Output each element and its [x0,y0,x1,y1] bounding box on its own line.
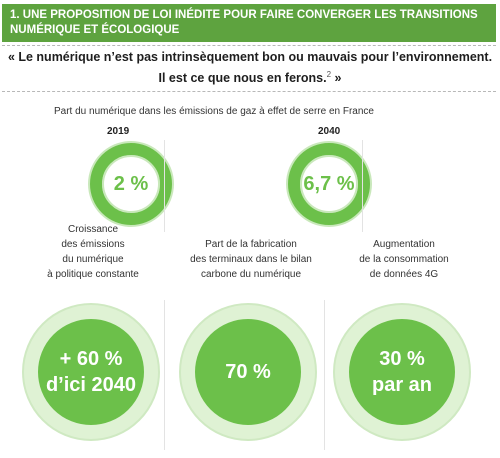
desc-line: Augmentation [373,239,435,250]
emissions-2019-ring: 2 % [90,143,172,225]
emissions-2019-value: 2 % [113,172,149,195]
stat-manufacturing-circle: 70 % [181,305,315,439]
separator-3 [164,300,165,450]
year-2040-label: 2040 [318,126,341,137]
stat-manufacturing-description: Part de la fabrication des terminaux dan… [172,237,330,282]
desc-line: des émissions [61,239,125,250]
quote-line2-text: Il est ce que nous en ferons. [158,71,327,86]
desc-line: Croissance [67,224,119,235]
separator-2 [362,140,363,232]
divider-bottom [2,91,496,92]
section-title-line1: 1. UNE PROPOSITION DE LOI INÉDITE POUR F… [10,9,478,21]
quote-line2: Il est ce que nous en ferons.2 » [0,66,500,87]
quote-block: « Le numérique n’est pas intrinsèquement… [0,48,500,87]
desc-line: carbone du numérique [200,269,302,280]
section-header: 1. UNE PROPOSITION DE LOI INÉDITE POUR F… [2,4,496,42]
desc-line: de la consommation [359,254,449,265]
emissions-2040-value: 6,7 % [303,172,355,195]
value-line: + 60 % [59,348,123,370]
desc-line: de données 4G [369,269,439,280]
stat-4g-circle: 30 % par an [335,305,469,439]
footnote-marker: 2 [326,70,332,79]
value-line: d’ici 2040 [45,374,137,396]
stat-growth-description: Croissance des émissions du numérique à … [18,222,168,282]
section-title-line2: NUMÉRIQUE ET ÉCOLOGIQUE [10,24,180,36]
desc-line: du numérique [62,254,124,265]
desc-line: Part de la fabrication [205,239,297,250]
desc-line: à politique constante [47,269,139,280]
stat-4g-value: 30 % par an [372,346,432,398]
separator-4 [324,300,325,450]
divider-top [2,45,496,46]
desc-line: des terminaux dans le bilan [190,254,312,265]
stat-growth-circle: + 60 % d’ici 2040 [24,305,158,439]
stat-4g-description: Augmentation de la consommation de donné… [334,237,474,282]
value-line: 30 % [379,348,425,370]
emissions-2040-ring: 6,7 % [288,143,370,225]
emissions-caption: Part du numérique dans les émissions de … [54,106,374,117]
stat-growth-value: + 60 % d’ici 2040 [46,346,136,398]
stat-manufacturing-value: 70 % [225,359,271,385]
value-line: 70 % [225,361,271,383]
quote-line1: « Le numérique n’est pas intrinsèquement… [7,50,493,64]
value-line: par an [371,374,433,396]
separator-1 [164,140,165,232]
year-2019-label: 2019 [107,126,130,137]
quote-close: » [331,71,342,86]
